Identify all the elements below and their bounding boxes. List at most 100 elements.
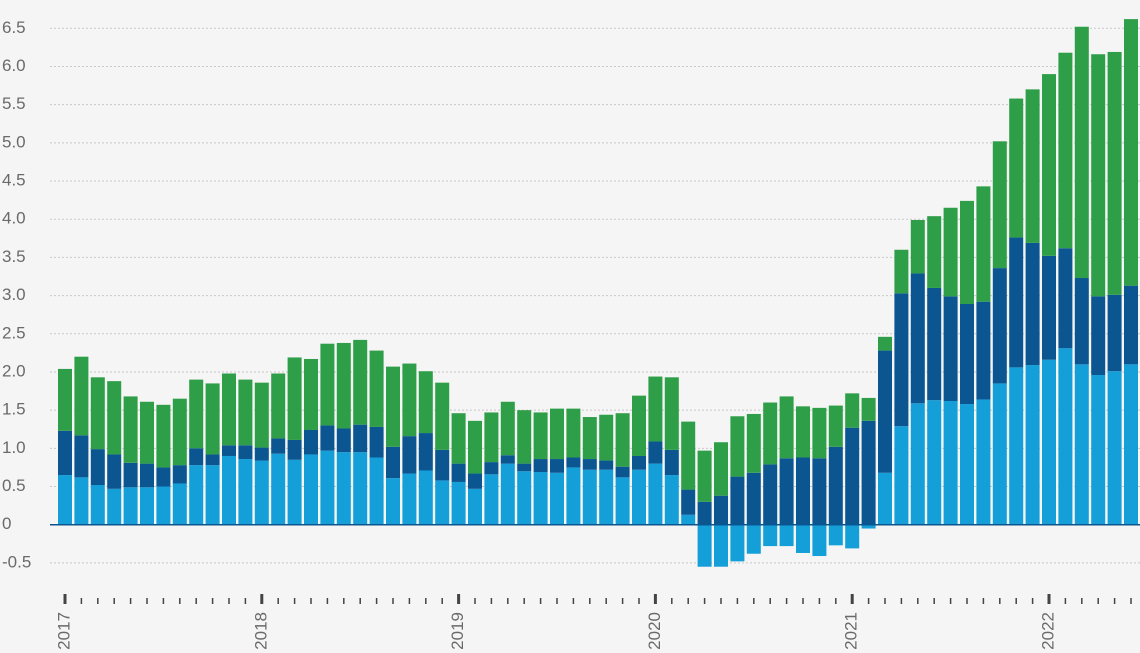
bar-segment: [172, 483, 187, 525]
bar-segment: [435, 449, 450, 481]
bar-segment: [992, 268, 1007, 384]
bar-segment: [353, 339, 368, 425]
bar-segment: [271, 453, 286, 525]
bar-segment: [156, 404, 171, 468]
bar-segment: [451, 463, 466, 482]
bar-segment: [648, 463, 663, 525]
bar-segment: [1042, 74, 1056, 256]
x-tick-label: 2019: [448, 612, 467, 650]
bar-segment: [336, 428, 351, 453]
bar-segment: [1091, 54, 1106, 297]
bar-segment: [1058, 248, 1073, 349]
bar-segment: [304, 430, 318, 455]
bar-segment: [992, 141, 1007, 269]
y-tick-label: 1.0: [2, 438, 26, 457]
bar-segment: [140, 487, 154, 525]
y-tick-label: -0.5: [2, 552, 31, 571]
bar-segment: [484, 412, 499, 463]
y-tick-label: 3.5: [2, 247, 26, 266]
bar-segment: [878, 472, 892, 525]
bar-segment: [353, 452, 368, 525]
bar-segment: [435, 480, 450, 525]
bar-segment: [1074, 364, 1089, 525]
bar-segment: [861, 397, 876, 421]
bar-segment: [156, 486, 171, 525]
bar-segment: [287, 357, 302, 440]
bar-segment: [254, 382, 269, 448]
bar-segment: [763, 524, 778, 547]
bar-segment: [517, 463, 532, 472]
bar-segment: [976, 301, 991, 400]
bar-segment: [468, 473, 482, 489]
bar-segment: [681, 514, 696, 525]
bar-segment: [533, 412, 548, 460]
bar-segment: [468, 420, 482, 474]
bar-segment: [894, 293, 909, 427]
bar-segment: [615, 477, 630, 525]
bar-segment: [418, 470, 433, 525]
bar-segment: [714, 442, 728, 496]
bar-segment: [123, 462, 138, 488]
bar-segment: [796, 406, 810, 458]
bar-segment: [90, 377, 105, 450]
bar-segment: [140, 463, 154, 488]
bar-segment: [189, 465, 204, 525]
bar-segment: [451, 413, 466, 464]
bar-segment: [779, 524, 794, 547]
bar-segment: [205, 383, 220, 455]
bar-segment: [1124, 364, 1138, 525]
bar-segment: [714, 495, 728, 525]
y-tick-label: 0.5: [2, 476, 26, 495]
bar-segment: [632, 455, 646, 470]
bar-segment: [451, 481, 466, 525]
bar-segment: [238, 459, 253, 525]
bar-segment: [763, 464, 778, 525]
bar-segment: [910, 219, 925, 274]
bar-segment: [189, 379, 204, 449]
bar-segment: [566, 467, 581, 525]
bar-segment: [812, 458, 827, 525]
bar-segment: [550, 472, 564, 525]
y-tick-label: 6.5: [2, 18, 26, 37]
bar-segment: [632, 469, 646, 525]
bar-segment: [107, 381, 122, 455]
bar-segment: [533, 459, 548, 473]
bar-segment: [910, 273, 925, 404]
bar-segment: [927, 400, 942, 525]
bar-segment: [845, 524, 860, 549]
bar-segment: [582, 417, 597, 460]
bar-segment: [812, 407, 827, 459]
bar-segment: [697, 450, 712, 502]
bar-segment: [664, 449, 679, 476]
bar-segment: [796, 524, 810, 553]
bar-segment: [369, 457, 384, 525]
y-tick-label: 4.0: [2, 209, 26, 228]
bar-segment: [550, 408, 564, 460]
bar-segment: [386, 366, 400, 447]
bar-segment: [1042, 359, 1056, 525]
bar-segment: [894, 426, 909, 525]
bar-segment: [435, 382, 450, 450]
bar-segment: [976, 186, 991, 302]
bar-segment: [566, 408, 581, 458]
bar-segment: [74, 435, 89, 478]
x-tick-label: 2022: [1038, 612, 1057, 650]
bar-segment: [779, 396, 794, 459]
bar-segment: [402, 363, 417, 437]
bar-segment: [599, 460, 614, 470]
bar-segment: [58, 430, 72, 476]
y-tick-label: 2.0: [2, 361, 26, 380]
bar-segment: [1091, 375, 1106, 525]
bar-segment: [697, 524, 712, 567]
bar-segment: [828, 405, 843, 447]
bar-segment: [730, 524, 745, 562]
bar-segment: [238, 445, 253, 460]
bar-segment: [812, 524, 827, 557]
bar-segment: [320, 450, 335, 525]
bar-segment: [172, 398, 187, 466]
y-tick-label: 2.5: [2, 323, 26, 342]
bar-segment: [123, 396, 138, 463]
bar-segment: [681, 489, 696, 515]
bar-segment: [1107, 51, 1122, 295]
bar-segment: [386, 478, 400, 525]
